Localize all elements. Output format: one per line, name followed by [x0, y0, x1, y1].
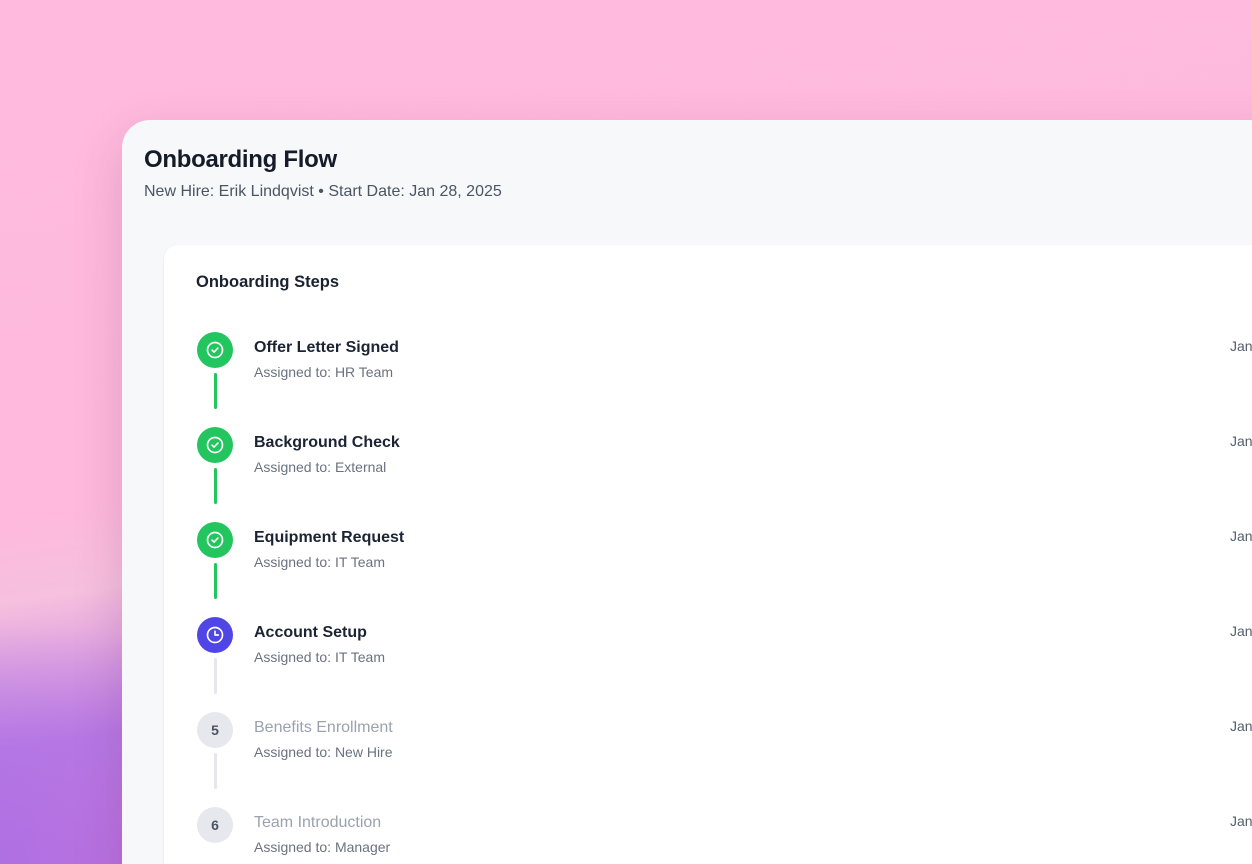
step-connector	[213, 658, 217, 694]
step-status-column: 6	[196, 807, 234, 857]
page-title: Onboarding Flow	[144, 146, 337, 173]
step-status-column	[196, 332, 234, 427]
step-number: 6	[211, 817, 219, 833]
step-title: Benefits Enrollment	[254, 719, 393, 736]
step-title: Offer Letter Signed	[254, 339, 399, 356]
clock-icon	[197, 617, 233, 653]
step-text: Account Setup Assigned to: IT Team	[254, 617, 385, 712]
step-date: Jan 20	[1229, 528, 1252, 544]
step-connector	[213, 563, 217, 599]
step-date: Jan 28	[1229, 813, 1252, 829]
step-date: Jan 25	[1229, 718, 1252, 734]
step-row-account-setup[interactable]: Account Setup Assigned to: IT Team Jan 2…	[196, 617, 1252, 712]
step-date: Jan 15	[1229, 338, 1252, 354]
step-assignee: Assigned to: New Hire	[254, 744, 393, 760]
step-number-badge: 5	[197, 712, 233, 748]
step-text: Background Check Assigned to: External	[254, 427, 400, 522]
step-status-column	[196, 427, 234, 522]
steps-panel-heading: Onboarding Steps	[196, 273, 340, 291]
step-assignee: Assigned to: External	[254, 459, 387, 475]
step-assignee: Assigned to: IT Team	[254, 649, 385, 665]
step-date: Jan 18	[1229, 433, 1252, 449]
check-circle-icon	[197, 332, 233, 368]
step-row-team-introduction[interactable]: 6 Team Introduction Assigned to: Manager…	[196, 807, 1252, 857]
check-circle-icon	[197, 522, 233, 558]
step-title: Team Introduction	[254, 814, 382, 831]
step-assignee: Assigned to: HR Team	[254, 364, 394, 380]
steps-list: Offer Letter Signed Assigned to: HR Team…	[196, 332, 1252, 857]
step-number: 5	[211, 722, 219, 738]
step-connector	[213, 373, 217, 409]
step-title: Background Check	[254, 434, 400, 451]
step-text: Benefits Enrollment Assigned to: New Hir…	[254, 712, 393, 807]
step-assignee: Assigned to: IT Team	[254, 554, 385, 570]
step-text: Offer Letter Signed Assigned to: HR Team	[254, 332, 399, 427]
check-circle-icon	[197, 427, 233, 463]
step-status-column	[196, 522, 234, 617]
step-title: Equipment Request	[254, 529, 405, 546]
step-row-equipment-request[interactable]: Equipment Request Assigned to: IT Team J…	[196, 522, 1252, 617]
step-assignee: Assigned to: Manager	[254, 839, 391, 855]
onboarding-flow-window: Onboarding Flow New Hire: Erik Lindqvist…	[122, 120, 1252, 864]
step-text: Equipment Request Assigned to: IT Team	[254, 522, 404, 617]
step-row-background-check[interactable]: Background Check Assigned to: External J…	[196, 427, 1252, 522]
step-connector	[213, 753, 217, 789]
step-row-offer-letter-signed[interactable]: Offer Letter Signed Assigned to: HR Team…	[196, 332, 1252, 427]
step-text: Team Introduction Assigned to: Manager	[254, 807, 390, 857]
step-row-benefits-enrollment[interactable]: 5 Benefits Enrollment Assigned to: New H…	[196, 712, 1252, 807]
step-status-column: 5	[196, 712, 234, 807]
onboarding-steps-panel: Onboarding Steps Offer Letter Signed Ass…	[164, 245, 1252, 864]
step-connector	[213, 468, 217, 504]
step-number-badge: 6	[197, 807, 233, 843]
page-subtitle: New Hire: Erik Lindqvist • Start Date: J…	[144, 183, 502, 200]
step-title: Account Setup	[254, 624, 367, 641]
step-date: Jan 22	[1229, 623, 1252, 639]
step-status-column	[196, 617, 234, 712]
